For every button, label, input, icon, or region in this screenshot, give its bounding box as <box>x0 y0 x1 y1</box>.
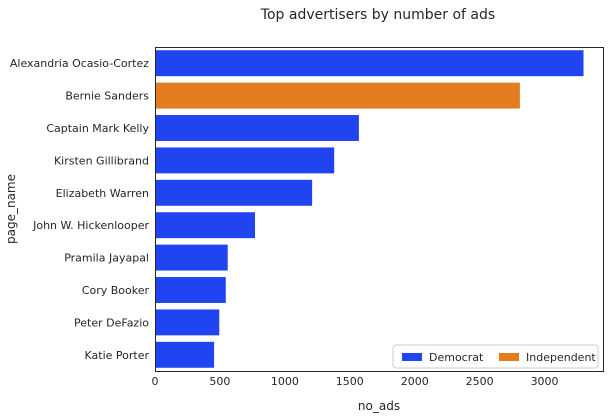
legend-swatch <box>499 353 519 361</box>
y-tick-label: Cory Booker <box>82 284 150 297</box>
y-tick-label: Elizabeth Warren <box>56 187 149 200</box>
x-tick-label: 0 <box>152 375 159 388</box>
legend-swatch <box>402 353 422 361</box>
bar <box>155 277 226 303</box>
x-tick-label: 1000 <box>271 375 299 388</box>
bar <box>155 179 313 206</box>
y-tick-label: Captain Mark Kelly <box>46 122 149 135</box>
bar <box>155 212 255 239</box>
y-tick-label: Alexandria Ocasio-Cortez <box>10 57 149 70</box>
x-tick-label: 2500 <box>466 375 494 388</box>
bar <box>155 341 215 368</box>
y-tick-label: Peter DeFazio <box>74 316 149 329</box>
x-axis-label: no_ads <box>358 399 400 413</box>
legend-box <box>392 344 599 369</box>
legend: Democrat Independent <box>392 344 599 369</box>
x-tick-labels: 0 500 1000 1500 2000 2500 3000 <box>152 375 559 388</box>
legend-label: Democrat <box>429 351 484 364</box>
x-tick-label: 3000 <box>531 375 559 388</box>
y-tick-label: Pramila Jayapal <box>64 252 149 265</box>
bar <box>155 82 520 109</box>
y-axis-label: page_name <box>4 174 18 244</box>
plot-frame <box>155 47 604 372</box>
x-tick-label: 1500 <box>336 375 364 388</box>
bar <box>155 309 220 336</box>
x-tick-label: 2000 <box>401 375 429 388</box>
chart-title: Top advertisers by number of ads <box>260 7 495 23</box>
bar <box>155 115 359 141</box>
x-tick-label: 500 <box>209 375 230 388</box>
bar <box>155 244 228 271</box>
bars-layer <box>155 50 584 368</box>
bar <box>155 147 335 174</box>
y-tick-label: John W. Hickenlooper <box>32 219 149 232</box>
y-tick-labels: Alexandria Ocasio-Cortez Bernie Sanders Ca… <box>10 57 150 362</box>
y-tick-label: Kirsten Gillibrand <box>54 154 149 167</box>
y-tick-label: Bernie Sanders <box>65 90 149 103</box>
bar <box>155 50 584 77</box>
y-tick-label: Katie Porter <box>85 349 150 362</box>
legend-label: Independent <box>526 351 596 364</box>
